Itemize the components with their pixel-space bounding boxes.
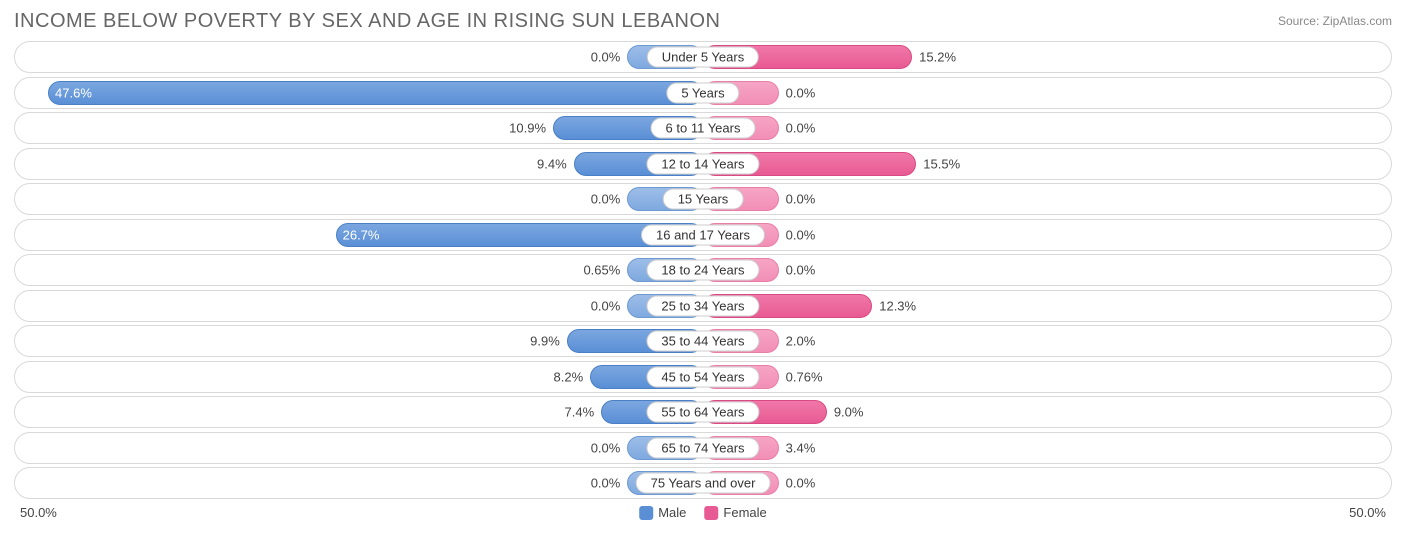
category-label: 6 to 11 Years — [651, 118, 756, 139]
male-value-label: 10.9% — [509, 121, 554, 136]
male-value-label: 47.6% — [55, 85, 92, 100]
category-label: 55 to 64 Years — [646, 402, 759, 423]
male-bar: 47.6% — [48, 81, 703, 105]
chart-footer: 50.0% Male Female 50.0% — [14, 503, 1392, 527]
category-label: 65 to 74 Years — [646, 437, 759, 458]
male-value-label: 0.0% — [591, 192, 629, 207]
category-label: 25 to 34 Years — [646, 295, 759, 316]
chart-row: 0.0% 12.3% 25 to 34 Years — [14, 290, 1392, 322]
chart-row: 47.6% 0.0% 5 Years — [14, 77, 1392, 109]
male-value-label: 0.0% — [591, 298, 629, 313]
female-value-label: 3.4% — [778, 440, 816, 455]
female-value-label: 0.76% — [778, 369, 823, 384]
chart-row: 9.9% 2.0% 35 to 44 Years — [14, 325, 1392, 357]
legend: Male Female — [639, 505, 767, 520]
female-value-label: 0.0% — [778, 227, 816, 242]
legend-item-male: Male — [639, 505, 686, 520]
chart-source: Source: ZipAtlas.com — [1278, 10, 1392, 28]
axis-max-right: 50.0% — [1349, 505, 1386, 520]
male-value-label: 0.0% — [591, 440, 629, 455]
legend-item-female: Female — [704, 505, 766, 520]
category-label: 5 Years — [666, 82, 739, 103]
chart-row: 0.0% 0.0% 75 Years and over — [14, 467, 1392, 499]
chart-row: 0.0% 3.4% 65 to 74 Years — [14, 432, 1392, 464]
category-label: 35 to 44 Years — [646, 331, 759, 352]
category-label: Under 5 Years — [647, 47, 759, 68]
chart-row: 9.4% 15.5% 12 to 14 Years — [14, 148, 1392, 180]
male-value-label: 9.9% — [530, 334, 568, 349]
category-label: 75 Years and over — [636, 473, 771, 494]
female-value-label: 12.3% — [871, 298, 916, 313]
chart-row: 7.4% 9.0% 55 to 64 Years — [14, 396, 1392, 428]
female-swatch — [704, 506, 718, 520]
male-value-label: 9.4% — [537, 156, 575, 171]
female-value-label: 15.2% — [911, 50, 956, 65]
male-value-label: 7.4% — [565, 405, 603, 420]
chart-row: 0.0% 0.0% 15 Years — [14, 183, 1392, 215]
female-value-label: 0.0% — [778, 263, 816, 278]
category-label: 18 to 24 Years — [646, 260, 759, 281]
male-value-label: 26.7% — [343, 227, 380, 242]
category-label: 15 Years — [663, 189, 744, 210]
diverging-bar-chart: 0.0% 15.2% Under 5 Years 47.6% 0.0% 5 Years 10… — [14, 41, 1392, 499]
chart-header: INCOME BELOW POVERTY BY SEX AND AGE IN R… — [14, 10, 1392, 33]
male-value-label: 8.2% — [554, 369, 592, 384]
legend-male-label: Male — [658, 505, 686, 520]
legend-female-label: Female — [723, 505, 766, 520]
category-label: 12 to 14 Years — [646, 153, 759, 174]
chart-row: 0.65% 0.0% 18 to 24 Years — [14, 254, 1392, 286]
category-label: 45 to 54 Years — [646, 366, 759, 387]
female-value-label: 9.0% — [826, 405, 864, 420]
female-value-label: 15.5% — [915, 156, 960, 171]
category-label: 16 and 17 Years — [641, 224, 765, 245]
male-value-label: 0.65% — [583, 263, 628, 278]
female-value-label: 2.0% — [778, 334, 816, 349]
axis-max-left: 50.0% — [20, 505, 57, 520]
female-value-label: 0.0% — [778, 121, 816, 136]
chart-title: INCOME BELOW POVERTY BY SEX AND AGE IN R… — [14, 10, 720, 33]
male-swatch — [639, 506, 653, 520]
chart-row: 8.2% 0.76% 45 to 54 Years — [14, 361, 1392, 393]
female-value-label: 0.0% — [778, 476, 816, 491]
female-value-label: 0.0% — [778, 85, 816, 100]
female-value-label: 0.0% — [778, 192, 816, 207]
chart-row: 10.9% 0.0% 6 to 11 Years — [14, 112, 1392, 144]
male-value-label: 0.0% — [591, 476, 629, 491]
male-value-label: 0.0% — [591, 50, 629, 65]
chart-row: 0.0% 15.2% Under 5 Years — [14, 41, 1392, 73]
chart-row: 26.7% 0.0% 16 and 17 Years — [14, 219, 1392, 251]
